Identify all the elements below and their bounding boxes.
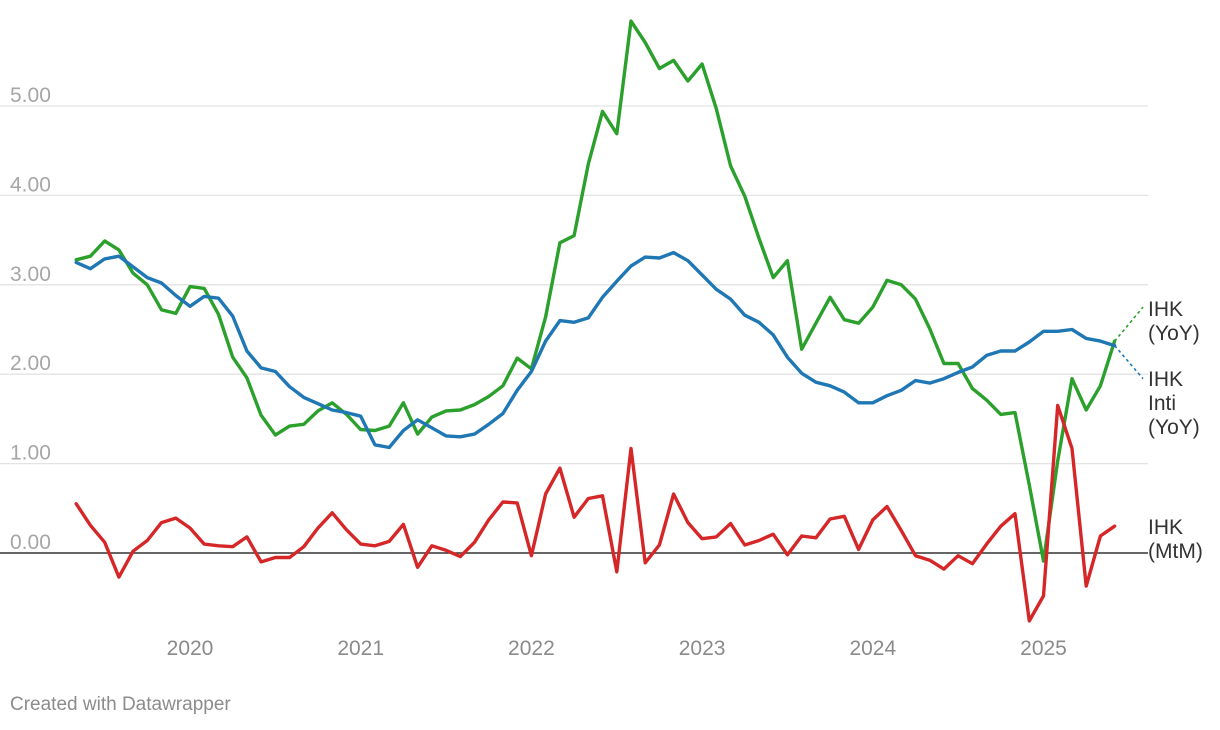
x-tick-label: 2023 (679, 637, 726, 660)
series-ihk-mtm-label: IHK (MtM) (1148, 516, 1203, 563)
x-tick-label: 2022 (508, 637, 555, 660)
gridlines (0, 105, 1148, 554)
y-tick-label: 2.00 (10, 352, 51, 375)
y-tick-label: 5.00 (10, 84, 51, 107)
y-tick-label: 0.00 (10, 531, 51, 554)
y-tick-label: 3.00 (10, 263, 51, 286)
series-label-line: IHK (1148, 298, 1183, 321)
series-labels: IHK (YoY)IHK Inti (YoY)IHK (MtM) (1148, 298, 1203, 563)
series-ihk-yoy-label: IHK (YoY) (1148, 298, 1200, 345)
x-tick-label: 2020 (167, 637, 214, 660)
series-ihk-yoy-line (74, 19, 1117, 563)
y-tick-label: 4.00 (10, 173, 51, 196)
series-ihk-inti-yoy-line (74, 250, 1117, 450)
series-label-line: IHK (1148, 516, 1183, 539)
series-label-line: (MtM) (1148, 540, 1203, 563)
series-label-line: (YoY) (1148, 416, 1200, 439)
x-tick-label: 2024 (849, 637, 896, 660)
series-lines (74, 19, 1144, 623)
series-label-line: IHK (1148, 368, 1183, 391)
series-label-line: Inti (1148, 392, 1176, 415)
series-ihk-inti-yoy-label: IHK Inti (YoY) (1148, 368, 1200, 439)
series-ihk-inti-yoy-label-connector (1114, 345, 1144, 380)
x-tick-label: 2021 (337, 637, 384, 660)
x-axis-tick-labels: 2020 2021 2022 2023 2024 2025 (167, 637, 1067, 660)
footer-credit: Created with Datawrapper (10, 694, 231, 715)
series-ihk-mtm-line (74, 403, 1117, 623)
y-tick-label: 1.00 (10, 442, 51, 465)
series-ihk-yoy-label-connector (1114, 306, 1144, 342)
y-axis-tick-labels: 0.00 1.00 2.00 3.00 4.00 5.00 (10, 84, 51, 554)
x-tick-label: 2025 (1020, 637, 1067, 660)
series-label-line: (YoY) (1148, 322, 1200, 345)
